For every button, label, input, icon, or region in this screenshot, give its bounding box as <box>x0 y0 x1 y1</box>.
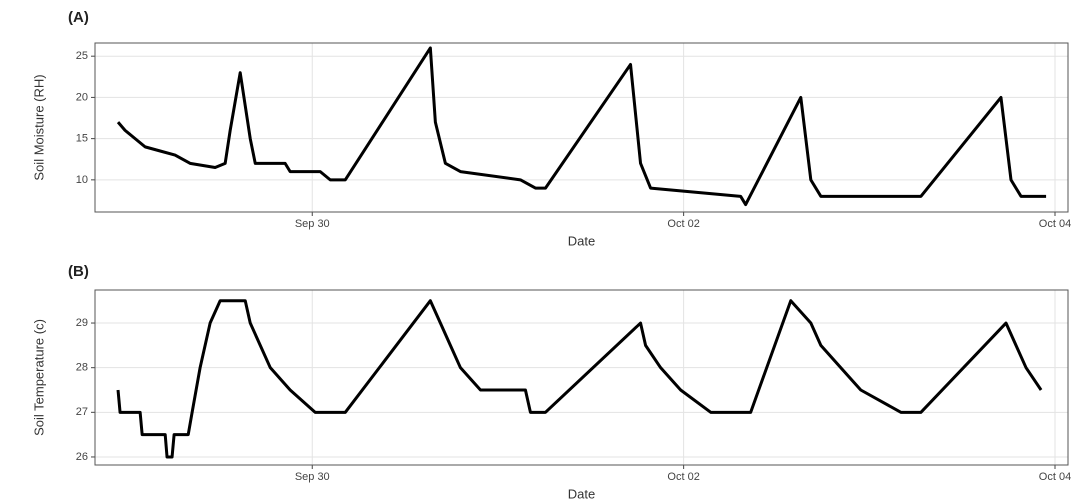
y-tick-label: 27 <box>76 406 88 418</box>
x-tick-label: Oct 02 <box>667 471 699 483</box>
line <box>116 299 1043 459</box>
y-axis-label: Soil Moisture (RH) <box>31 74 46 180</box>
plot-frame <box>94 42 1069 213</box>
x-tick-label: Oct 04 <box>1039 218 1071 230</box>
panel-title: (B) <box>68 263 89 280</box>
line <box>116 46 1047 207</box>
x-tick-label: Sep 30 <box>295 218 330 230</box>
panel-title: (A) <box>68 9 89 26</box>
y-tick-label: 15 <box>76 133 88 145</box>
y-axis-label: Soil Temperature (c) <box>31 319 46 436</box>
plot-frame <box>94 289 1069 466</box>
x-axis-label: Date <box>568 233 595 248</box>
y-tick-label: 25 <box>76 50 88 62</box>
x-tick-label: Oct 04 <box>1039 471 1071 483</box>
y-tick-label: 29 <box>76 317 88 329</box>
y-tick-label: 26 <box>76 451 88 463</box>
y-tick-label: 10 <box>76 174 88 186</box>
x-tick-label: Oct 02 <box>667 218 699 230</box>
x-axis-label: Date <box>568 486 595 501</box>
x-tick-label: Sep 30 <box>295 471 330 483</box>
y-tick-label: 20 <box>76 91 88 103</box>
y-tick-label: 28 <box>76 362 88 374</box>
